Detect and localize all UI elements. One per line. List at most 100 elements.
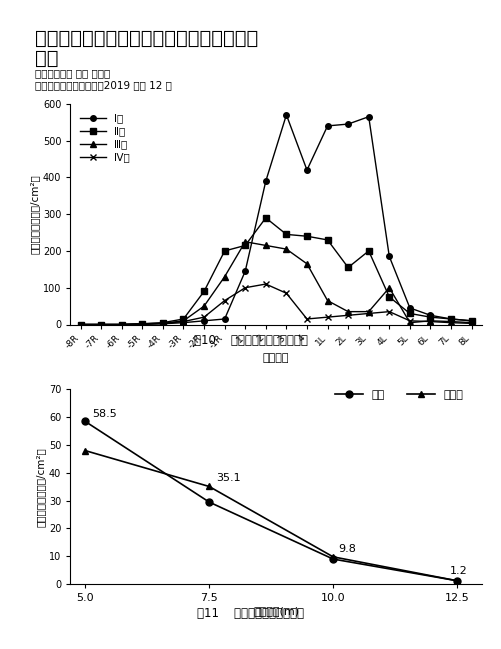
Ⅳ档 [345, 312, 351, 319]
Ⅱ档 [447, 315, 453, 323]
Ⅲ档 [263, 241, 269, 249]
Ⅳ档 [365, 310, 371, 317]
Ⅱ档 [406, 310, 412, 317]
Ⅳ档 [324, 313, 330, 321]
Ⅲ档 [119, 321, 125, 328]
Ⅰ档 [98, 321, 104, 328]
Ⅱ档 [221, 247, 227, 255]
非静电 [330, 553, 336, 561]
Line: Ⅲ档: Ⅲ档 [78, 239, 473, 327]
Text: 作者：闻良富 张玲 薛新中: 作者：闻良富 张玲 薛新中 [35, 68, 110, 78]
Ⅲ档 [221, 273, 227, 280]
Ⅳ档 [200, 313, 207, 321]
Ⅲ档 [139, 320, 145, 328]
Text: 58.5: 58.5 [92, 409, 117, 419]
Ⅱ档 [159, 319, 165, 326]
Ⅰ档 [139, 321, 145, 328]
Text: 图10    不同速度下地面沉积分布: 图10 不同速度下地面沉积分布 [194, 334, 307, 347]
Text: 35.1: 35.1 [216, 472, 240, 483]
Ⅰ档 [221, 315, 227, 323]
Ⅳ档 [427, 317, 433, 325]
非静电 [453, 577, 459, 585]
X-axis label: 飘移距离(m): 飘移距离(m) [253, 606, 299, 616]
Ⅲ档 [304, 260, 310, 267]
Ⅰ档 [241, 267, 247, 275]
Ⅱ档 [365, 247, 371, 255]
X-axis label: 沉积位置: 沉积位置 [263, 354, 289, 363]
Ⅱ档 [139, 320, 145, 328]
静电 [82, 417, 88, 425]
Ⅱ档 [98, 321, 104, 328]
Ⅱ档 [119, 321, 125, 328]
Ⅰ档 [324, 122, 330, 130]
非静电 [82, 447, 88, 454]
Ⅲ档 [345, 308, 351, 315]
Ⅲ档 [324, 297, 330, 304]
Ⅳ档 [221, 297, 227, 304]
Ⅲ档 [386, 284, 392, 291]
Ⅰ档 [345, 120, 351, 128]
Ⅳ档 [447, 319, 453, 326]
Text: 1.2: 1.2 [449, 566, 466, 576]
Legend: 静电, 非静电: 静电, 非静电 [330, 386, 467, 404]
Legend: Ⅰ档, Ⅱ档, Ⅲ档, Ⅳ档: Ⅰ档, Ⅱ档, Ⅲ档, Ⅳ档 [75, 109, 134, 167]
Ⅳ档 [241, 284, 247, 291]
Ⅰ档 [200, 317, 207, 324]
静电 [206, 498, 212, 506]
Line: Ⅳ档: Ⅳ档 [78, 281, 473, 327]
Ⅱ档 [386, 293, 392, 300]
Ⅳ档 [283, 289, 289, 297]
Text: 试验: 试验 [35, 49, 59, 67]
Ⅰ档 [365, 113, 371, 121]
Ⅰ档 [78, 321, 84, 328]
Ⅰ档 [427, 312, 433, 319]
Line: 静电: 静电 [82, 418, 460, 584]
Ⅳ档 [180, 317, 186, 325]
Ⅱ档 [200, 288, 207, 295]
Ⅳ档 [139, 320, 145, 328]
Ⅱ档 [180, 315, 186, 323]
Ⅲ档 [159, 319, 165, 327]
Y-axis label: 雾滴覆盖密度（个/cm²）: 雾滴覆盖密度（个/cm²） [36, 447, 46, 526]
Ⅱ档 [427, 313, 433, 321]
Ⅲ档 [180, 317, 186, 324]
Ⅱ档 [263, 214, 269, 222]
Ⅲ档 [365, 308, 371, 315]
Ⅱ档 [345, 263, 351, 271]
Ⅰ档 [283, 111, 289, 119]
Ⅲ档 [200, 302, 207, 310]
Ⅱ档 [283, 230, 289, 238]
Ⅲ档 [406, 319, 412, 326]
Ⅰ档 [406, 304, 412, 312]
Ⅳ档 [468, 319, 474, 327]
Ⅳ档 [386, 308, 392, 315]
Ⅳ档 [78, 321, 84, 328]
Ⅰ档 [468, 317, 474, 324]
静电 [330, 555, 336, 563]
Ⅰ档 [304, 166, 310, 174]
Ⅲ档 [241, 238, 247, 245]
Ⅰ档 [263, 177, 269, 185]
Ⅰ档 [447, 315, 453, 323]
Ⅰ档 [119, 321, 125, 328]
Ⅱ档 [241, 241, 247, 249]
Ⅰ档 [386, 252, 392, 260]
Ⅲ档 [447, 317, 453, 325]
Ⅳ档 [263, 280, 269, 288]
Ⅲ档 [98, 321, 104, 328]
Ⅰ档 [159, 320, 165, 328]
静电 [453, 577, 459, 585]
Ⅳ档 [159, 319, 165, 327]
Ⅱ档 [78, 321, 84, 328]
非静电 [206, 483, 212, 491]
Y-axis label: 雾滴覆盖密度（个/cm²）: 雾滴覆盖密度（个/cm²） [30, 175, 40, 254]
Ⅱ档 [324, 236, 330, 244]
Ⅳ档 [119, 321, 125, 328]
Ⅰ档 [180, 319, 186, 326]
Ⅲ档 [427, 317, 433, 324]
Text: 来源：《江苏农业科学》2019 年第 12 期: 来源：《江苏农业科学》2019 年第 12 期 [35, 80, 172, 90]
Ⅳ档 [406, 317, 412, 324]
Line: Ⅱ档: Ⅱ档 [78, 215, 473, 327]
Ⅲ档 [283, 245, 289, 253]
Ⅲ档 [468, 319, 474, 326]
